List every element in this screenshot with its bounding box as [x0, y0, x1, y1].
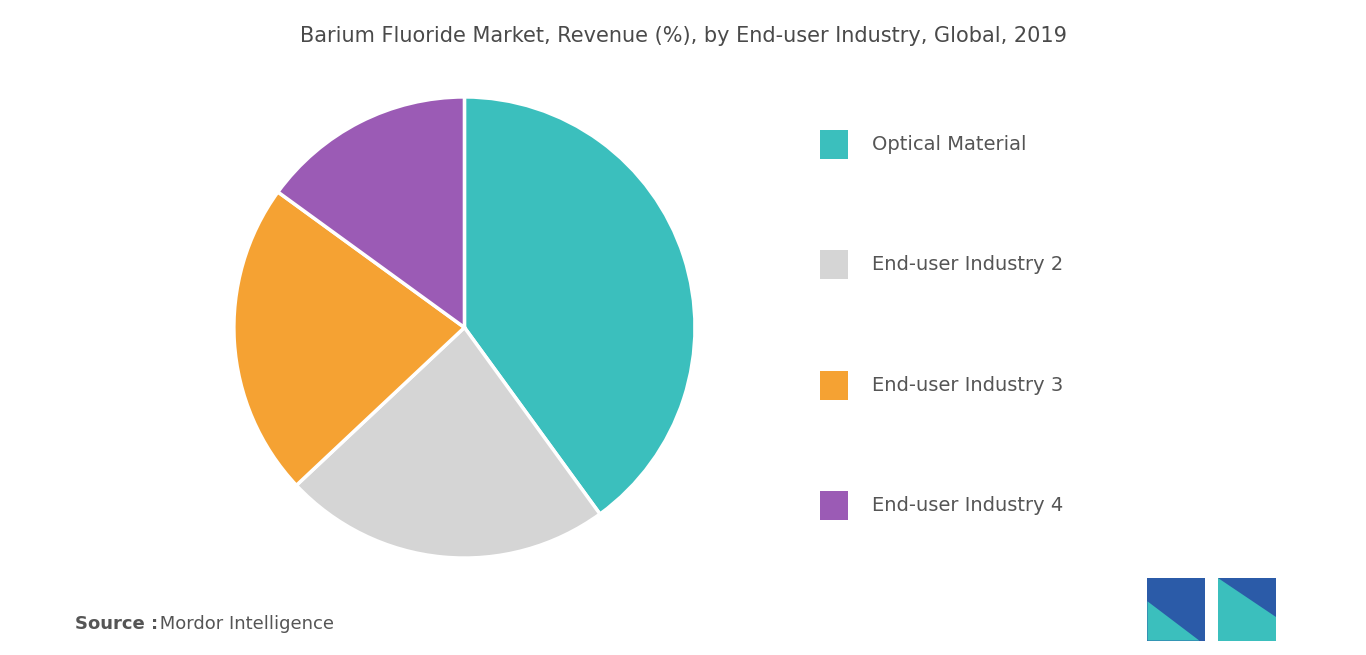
- Text: Barium Fluoride Market, Revenue (%), by End-user Industry, Global, 2019: Barium Fluoride Market, Revenue (%), by …: [299, 26, 1067, 47]
- Bar: [820, 250, 848, 279]
- Bar: [820, 130, 848, 159]
- Wedge shape: [296, 328, 600, 558]
- Text: End-user Industry 3: End-user Industry 3: [872, 375, 1063, 395]
- Polygon shape: [1147, 601, 1199, 641]
- Text: End-user Industry 2: End-user Industry 2: [872, 255, 1063, 274]
- Wedge shape: [464, 97, 695, 514]
- Text: Mordor Intelligence: Mordor Intelligence: [154, 615, 335, 633]
- Bar: [1218, 578, 1276, 641]
- Bar: [820, 491, 848, 520]
- Text: End-user Industry 4: End-user Industry 4: [872, 496, 1063, 515]
- Polygon shape: [1218, 578, 1276, 617]
- Bar: [820, 371, 848, 400]
- Text: Optical Material: Optical Material: [872, 134, 1026, 154]
- Text: Source :: Source :: [75, 615, 158, 633]
- Wedge shape: [234, 192, 464, 485]
- Wedge shape: [277, 97, 464, 328]
- Bar: [1147, 578, 1205, 641]
